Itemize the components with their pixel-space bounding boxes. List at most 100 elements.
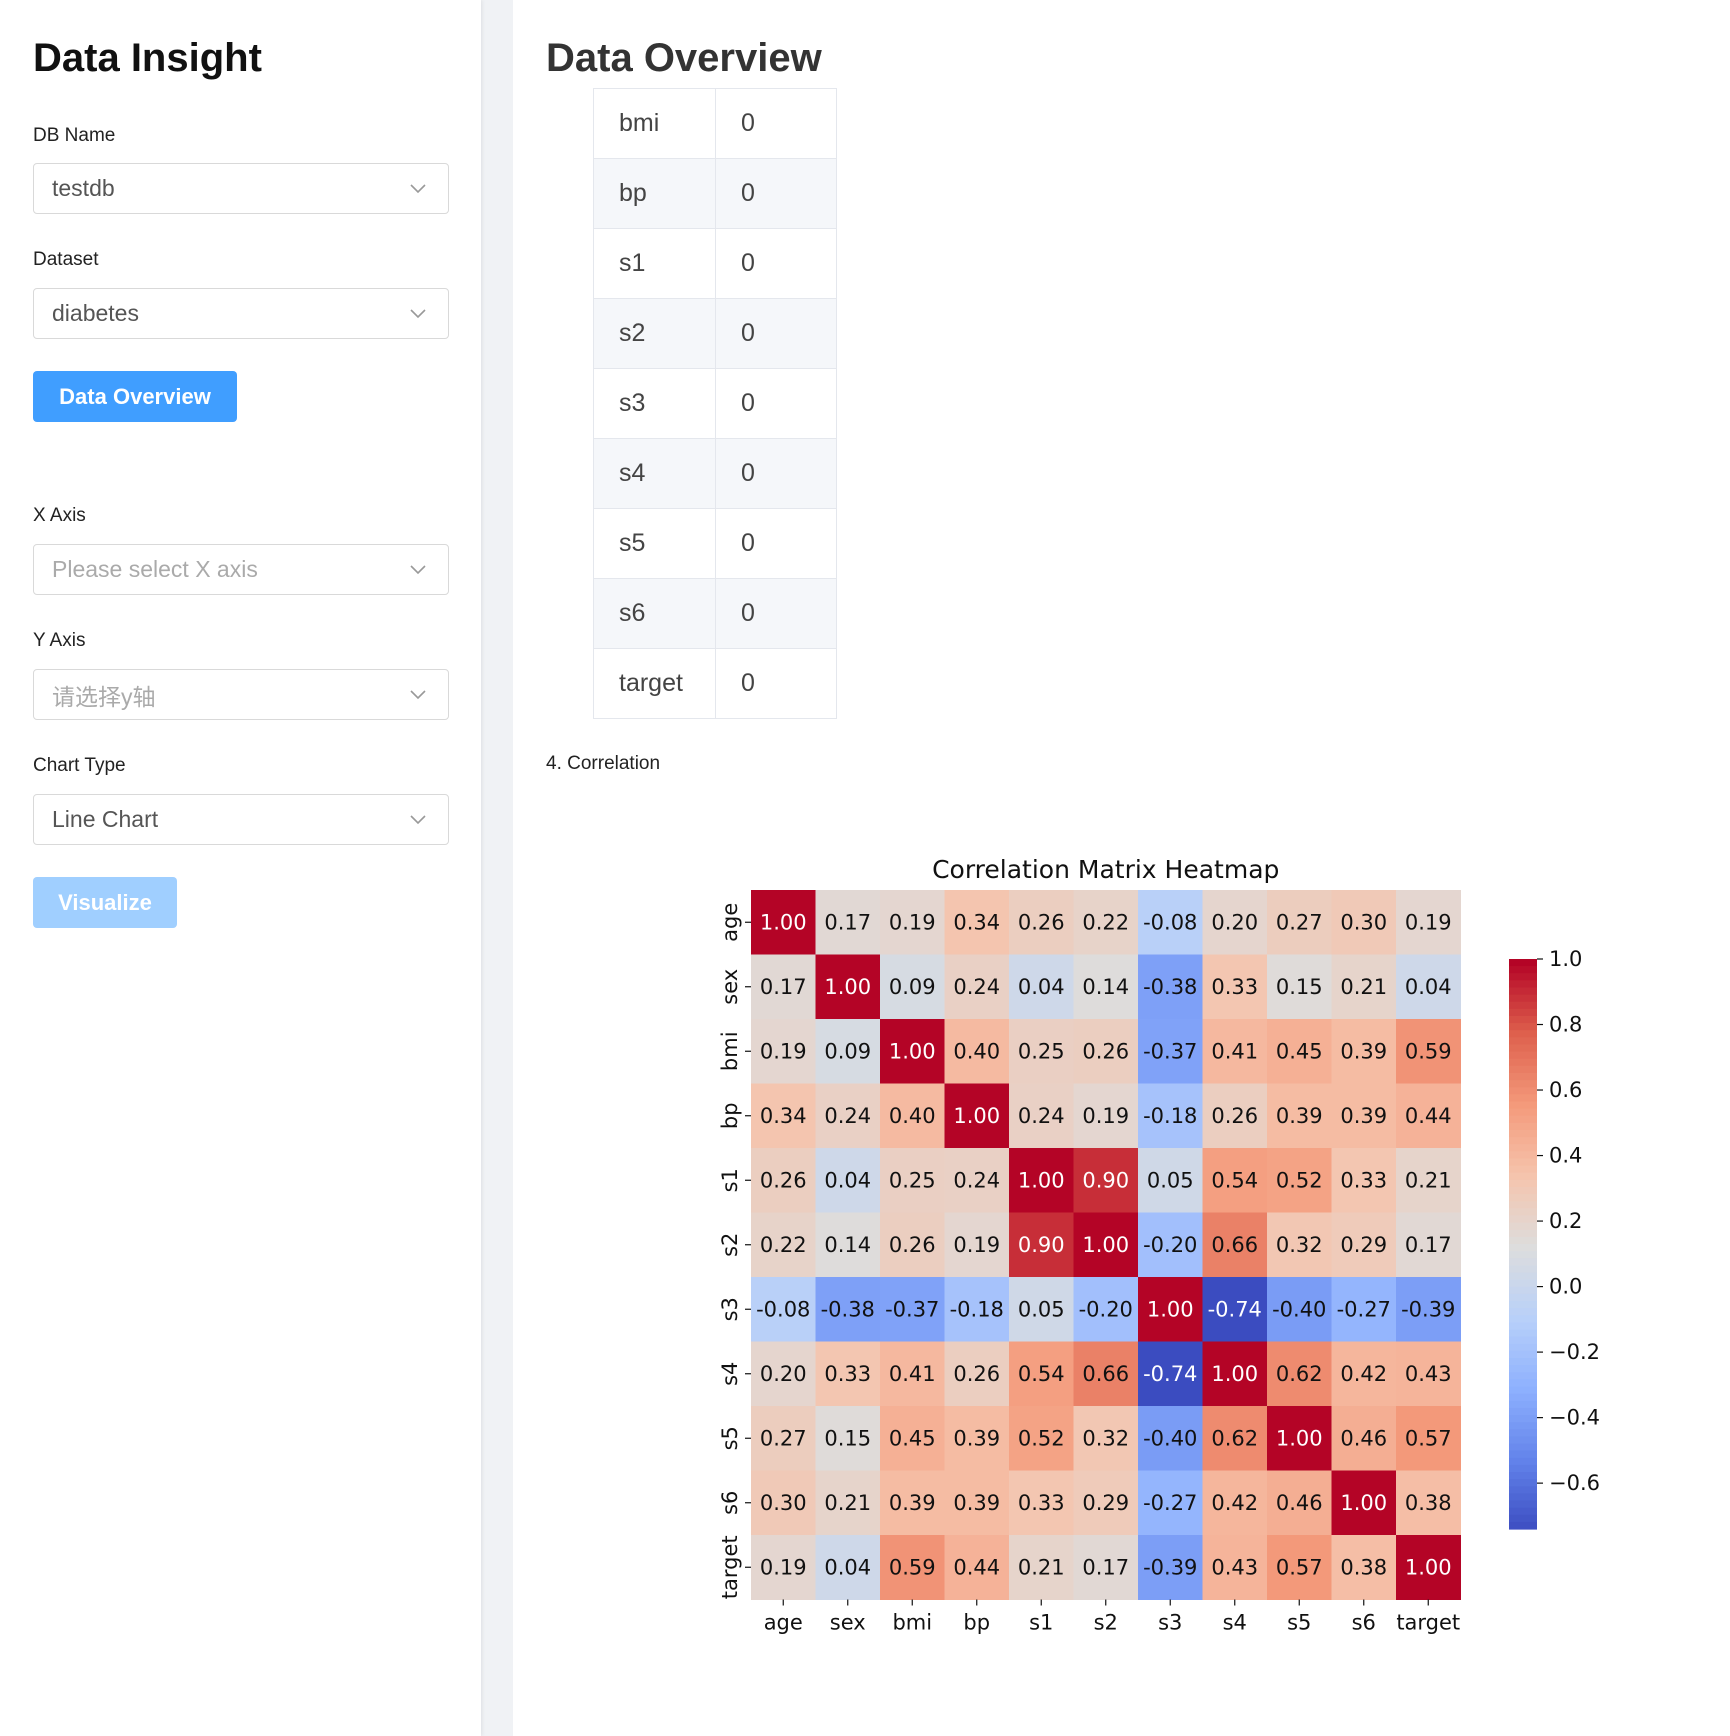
heatmap-cell [880,954,945,1020]
colorbar-segment [1509,1030,1537,1038]
heatmap-cell [1202,1212,1268,1278]
heatmap-cell [1073,1019,1139,1084]
null-count-cell: 0 [715,368,837,439]
colorbar-segment [1509,1272,1537,1281]
heatmap-cell [1267,954,1332,1020]
heatmap-cell [1331,1212,1397,1278]
heatmap-cell [815,1535,881,1600]
colorbar-segment [1509,1158,1537,1167]
colorbar-tick-label: 0.2 [1549,1209,1582,1233]
colorbar-segment [1509,1001,1537,1010]
heatmap-cell [944,1019,1010,1084]
heatmap-cell-label: 0.25 [1018,1039,1065,1063]
colorbar-tick-label: −0.6 [1549,1471,1600,1495]
heatmap-cell-label: 1.00 [1211,1362,1258,1386]
heatmap-cell-label: 0.26 [1018,910,1065,934]
heatmap-cell-label: -0.27 [1337,1297,1391,1321]
heatmap-cell [880,1019,945,1084]
heatmap-cell-label: 1.00 [889,1039,936,1063]
heatmap-cell [751,890,816,955]
x-axis-label: X Axis [33,505,86,526]
heatmap-cell-label: 1.00 [824,975,871,999]
heatmap-cell-label: 0.57 [1405,1426,1452,1450]
colorbar-segment [1509,1343,1537,1352]
dataset-select[interactable]: diabetes [33,288,449,339]
heatmap-cell [1138,890,1203,955]
heatmap-cell [880,1212,945,1278]
heatmap-cell [1331,1083,1397,1149]
heatmap-cell-label: -0.20 [1143,1233,1197,1257]
colorbar-segment [1509,1464,1537,1473]
y-tick-label: s6 [718,1491,742,1515]
heatmap-cell [1009,1535,1074,1600]
y-axis-select[interactable]: 请选择y轴 [33,669,449,720]
x-axis-select[interactable]: Please select X axis [33,544,449,595]
visualize-button[interactable]: Visualize [33,877,177,928]
heatmap-cell-label: 0.33 [1340,1168,1387,1192]
heatmap-cell-label: 0.39 [1340,1104,1387,1128]
colorbar-segment [1509,1379,1537,1388]
heatmap-cell [1073,1083,1139,1149]
heatmap-cell-label: 0.54 [1018,1362,1065,1386]
colorbar-segment [1509,1322,1537,1331]
colorbar-segment [1509,1493,1537,1502]
db-name-select[interactable]: testdb [33,163,449,214]
heatmap-cell [751,1212,816,1278]
heatmap-cell-label: -0.38 [1143,975,1197,999]
heatmap-cell [880,1083,945,1149]
heatmap-cell-label: 0.09 [824,1039,871,1063]
colorbar-segment [1509,1514,1537,1523]
x-tick-label: s2 [1094,1611,1118,1635]
colorbar-segment [1509,1251,1537,1259]
heatmap-cell-label: 1.00 [1340,1491,1387,1515]
heatmap-cell-label: -0.40 [1143,1426,1197,1450]
heatmap-cell-label: 0.44 [1405,1104,1452,1128]
colorbar-segment [1509,1265,1537,1274]
colorbar-tick-label: 0.0 [1549,1275,1582,1299]
table-row: s3 0 [593,368,837,439]
heatmap-cell-label: -0.39 [1143,1555,1197,1579]
data-overview-button[interactable]: Data Overview [33,371,237,422]
colorbar-segment [1509,987,1537,996]
colorbar-segment [1509,1023,1537,1031]
heatmap-cell [1138,1083,1203,1149]
heatmap-cell-label: 0.15 [824,1426,871,1450]
null-count-cell: 0 [715,438,837,509]
heatmap-cell [1202,1341,1268,1407]
heatmap-cell-label: 0.32 [1276,1233,1323,1257]
heatmap-cell [1202,890,1268,955]
colorbar-segment [1509,1386,1537,1395]
colorbar-tick-label: 1.0 [1549,947,1582,971]
heatmap-cell-label: 1.00 [1405,1555,1452,1579]
column-name-cell: s6 [593,578,716,649]
colorbar-segment [1509,1443,1537,1452]
heatmap-cell-label: 0.04 [824,1168,871,1192]
table-row: s6 0 [593,578,837,649]
colorbar-segment [1509,1115,1537,1124]
heatmap-cell-label: 1.00 [1018,1168,1065,1192]
heatmap-cell-label: -0.74 [1208,1297,1262,1321]
table-row: s1 0 [593,228,837,299]
heatmap-cell-label: 0.24 [953,975,1000,999]
heatmap-cell-label: 0.52 [1018,1426,1065,1450]
heatmap-cell-label: 0.26 [760,1168,807,1192]
heatmap-cell [1073,1535,1139,1600]
colorbar-segment [1509,959,1537,967]
y-tick-label: age [718,903,742,942]
heatmap-cell-label: 0.66 [1082,1362,1129,1386]
heatmap-cell [880,1148,945,1213]
heatmap-cell [944,1406,1010,1471]
colorbar-segment [1509,1137,1537,1145]
heatmap-cell [815,954,881,1020]
chart-type-select[interactable]: Line Chart [33,794,449,845]
heatmap-cell [1331,890,1397,955]
heatmap-cell [751,1277,816,1342]
colorbar-segment [1509,1479,1537,1487]
heatmap-cell [1396,1212,1461,1278]
colorbar-segment [1509,1472,1537,1480]
colorbar-segment [1509,1244,1537,1252]
colorbar-segment [1509,1350,1537,1359]
correlation-heatmap: Correlation Matrix Heatmap 1.00 0.17 0.19 0.… [718,855,1600,1635]
colorbar-segment [1509,1008,1537,1017]
heatmap-cell [1331,1406,1397,1471]
